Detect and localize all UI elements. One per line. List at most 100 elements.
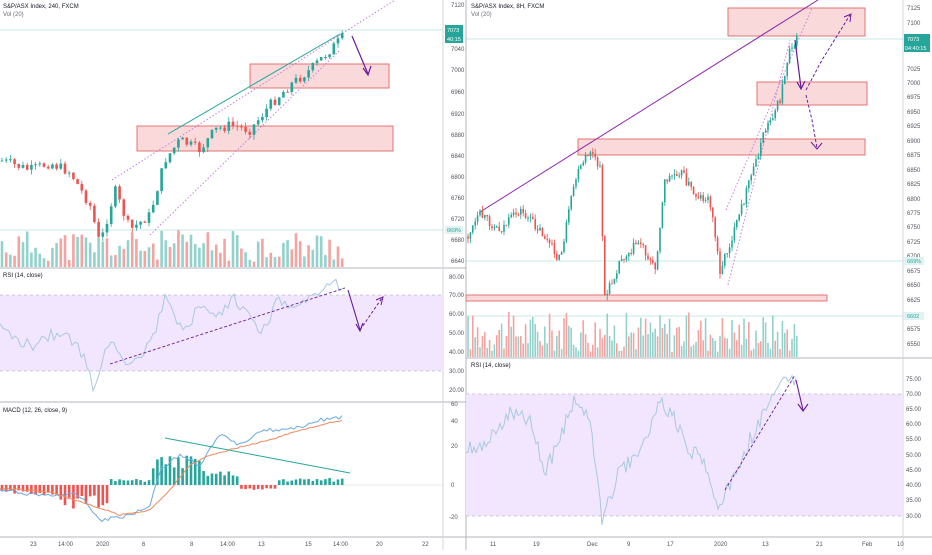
channel-bottom-dotted-line[interactable] bbox=[149, 49, 341, 236]
rsi-forecast-arrow[interactable] bbox=[795, 379, 804, 411]
price-tick: 6625 bbox=[907, 298, 921, 304]
volume-bar bbox=[726, 338, 728, 357]
macd-divergence-line[interactable] bbox=[164, 437, 351, 474]
macd-histogram-bar bbox=[67, 485, 71, 498]
mid-resistance-zone[interactable] bbox=[756, 81, 868, 106]
channel-upper-line[interactable] bbox=[167, 33, 341, 135]
candle-body bbox=[572, 186, 575, 196]
candle-body bbox=[774, 110, 776, 119]
macd-histogram-bar bbox=[210, 473, 214, 485]
candle-body bbox=[315, 60, 319, 64]
candle-body bbox=[126, 215, 130, 220]
macd-histogram-bar bbox=[189, 456, 193, 485]
rally-lower-dotted-line[interactable] bbox=[727, 39, 791, 286]
candle-body bbox=[76, 179, 79, 185]
forecast-path-up[interactable] bbox=[805, 14, 851, 91]
volume-bar bbox=[791, 338, 793, 357]
volume-bar bbox=[38, 253, 42, 267]
volume-bar bbox=[685, 315, 688, 357]
volume-bar bbox=[716, 351, 719, 357]
volume-bar bbox=[767, 342, 769, 357]
macd-histogram-bar bbox=[84, 485, 88, 504]
right-volume-label[interactable]: Vol (20) bbox=[471, 12, 492, 18]
rsi-band bbox=[466, 394, 903, 516]
long-trend-line[interactable] bbox=[479, 0, 819, 213]
candle-body bbox=[714, 217, 716, 238]
volume-bar bbox=[517, 336, 520, 357]
right-time-axis[interactable]: 11 19 Dec 9 17 2020 13 21 Feb 10 bbox=[490, 542, 904, 548]
candle-body bbox=[261, 117, 264, 121]
volume-bar bbox=[472, 315, 474, 357]
support-zone[interactable] bbox=[577, 138, 866, 156]
candle-body bbox=[659, 227, 661, 252]
macd-histogram-bar bbox=[80, 485, 84, 497]
candle-body bbox=[311, 63, 315, 71]
volume-bar bbox=[608, 335, 611, 357]
candle-body bbox=[688, 181, 690, 186]
left-chart-4h[interactable]: S&P/ASX Index, 240, FXCM Vol (20) RSI (1… bbox=[0, 0, 466, 550]
right-price-axis[interactable]: 7125 7100 7025 7000 6975 6950 6925 6900 … bbox=[907, 6, 921, 348]
candle-body bbox=[541, 227, 544, 237]
left-symbol-title[interactable]: S&P/ASX Index, 240, FXCM bbox=[3, 4, 79, 10]
candle-body bbox=[649, 259, 652, 261]
volume-bar bbox=[760, 341, 762, 357]
volume-bar bbox=[776, 331, 779, 357]
macd-histogram-bar bbox=[130, 480, 134, 485]
macd-histogram-bar bbox=[240, 485, 243, 489]
signal-line bbox=[0, 419, 343, 517]
volume-bar bbox=[17, 236, 21, 267]
price-tick: 7025 bbox=[907, 67, 921, 73]
right-rsi-label[interactable]: RSI (14, close) bbox=[471, 363, 511, 369]
left-rsi-label[interactable]: RSI (14, close) bbox=[3, 273, 43, 279]
macd-histogram-bar bbox=[294, 479, 298, 485]
candle-body bbox=[529, 216, 532, 218]
volume-bar bbox=[558, 330, 560, 357]
top-resistance-zone[interactable] bbox=[727, 7, 866, 37]
candle-body bbox=[298, 77, 302, 82]
forecast-arrow-down[interactable] bbox=[351, 35, 369, 75]
volume-bar bbox=[772, 315, 774, 357]
low-support-zone[interactable] bbox=[465, 294, 828, 302]
candle-body bbox=[635, 242, 637, 245]
macd-histogram-bar bbox=[193, 458, 197, 485]
left-macd-axis[interactable]: 60 40 20 0 -20 bbox=[449, 402, 458, 521]
right-rsi-axis[interactable]: 75.00 70.00 65.00 60.00 55.00 50.00 45.0… bbox=[906, 377, 922, 520]
left-macd-label[interactable]: MACD (12, 26, close, 9) bbox=[3, 408, 67, 414]
rsi-bounce-arrow[interactable] bbox=[359, 297, 383, 331]
candle-body bbox=[548, 239, 551, 244]
left-rsi-axis[interactable]: 80.00 70.00 60.00 50.00 40.00 30.00 20.0… bbox=[449, 275, 465, 394]
candle-body bbox=[30, 165, 33, 170]
rally-upper-dotted-line[interactable] bbox=[725, 7, 813, 211]
candle-body bbox=[784, 76, 786, 85]
channel-top-dotted-line[interactable] bbox=[111, 0, 396, 181]
volume-bar bbox=[486, 347, 488, 357]
forecast-path-down[interactable] bbox=[805, 94, 818, 149]
right-symbol-title[interactable]: S&P/ASX Index, 8H, FXCM bbox=[471, 4, 544, 10]
left-time-axis[interactable]: 23 14:00 2020 6 8 14:00 13 15 14:00 20 2… bbox=[30, 542, 429, 548]
candle-body bbox=[553, 243, 556, 254]
volume-bar bbox=[582, 320, 584, 357]
time-tick: 6 bbox=[142, 542, 146, 548]
right-chart-8h[interactable]: S&P/ASX Index, 8H, FXCM Vol (20) RSI (14… bbox=[465, 0, 932, 550]
volume-bar bbox=[534, 324, 536, 357]
forecast-arrow-down[interactable] bbox=[794, 39, 802, 89]
candle-body bbox=[517, 214, 520, 216]
rsi-trend-line[interactable] bbox=[109, 287, 346, 365]
candle-body bbox=[510, 214, 512, 218]
volume-bar bbox=[664, 323, 666, 357]
volume-bar bbox=[177, 230, 180, 267]
left-volume-label[interactable]: Vol (20) bbox=[3, 12, 24, 18]
candle-body bbox=[704, 199, 707, 201]
left-price-axis[interactable]: 7120 7040 7000 6960 6920 6880 6840 6800 … bbox=[451, 3, 465, 265]
candle-body bbox=[534, 219, 536, 230]
macd-histogram-bar bbox=[97, 485, 100, 508]
candle-body bbox=[139, 221, 142, 225]
volume-bar bbox=[0, 241, 4, 267]
volume-bar bbox=[647, 334, 649, 357]
candle-body bbox=[286, 91, 289, 93]
volume-bar bbox=[172, 243, 176, 267]
rsi-forecast-arrow[interactable] bbox=[347, 289, 361, 331]
candle-body bbox=[764, 130, 767, 133]
candle-body bbox=[560, 252, 563, 255]
rsi-trend-line[interactable] bbox=[724, 374, 796, 491]
